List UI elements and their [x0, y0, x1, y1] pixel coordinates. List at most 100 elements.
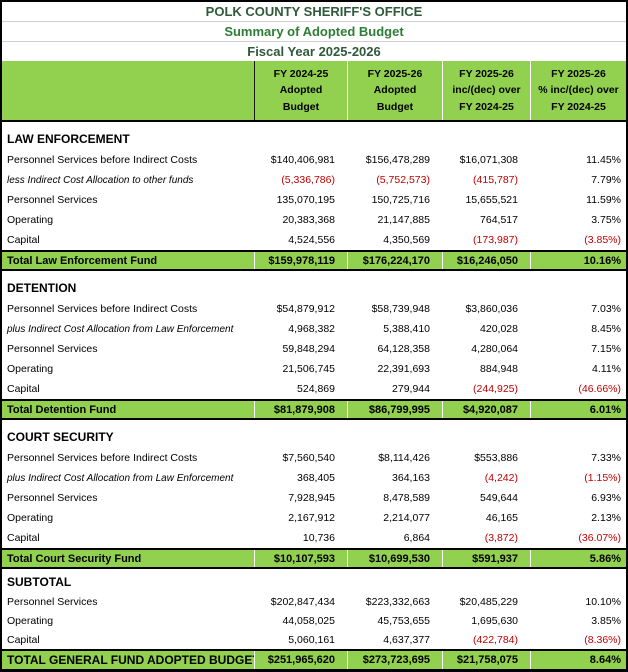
- fy2526-value: 4,350,569: [383, 234, 430, 246]
- fy2425-value: $202,847,434: [270, 595, 335, 608]
- table-row: Personnel Services 7,928,945 8,478,589 5…: [2, 488, 626, 508]
- section-title-detention: DETENTION: [7, 281, 77, 295]
- fy2425-value: 2,167,912: [288, 512, 335, 524]
- fy2526-value: $58,739,948: [371, 303, 430, 315]
- fy2526-value: 364,163: [392, 472, 430, 484]
- column-header-fy2425-adopted: FY 2024-25 Adopted Budget: [254, 61, 347, 120]
- table-row: less Indirect Cost Allocation to other f…: [2, 170, 626, 190]
- row-label: Operating: [7, 363, 54, 375]
- pct-value: 7.15%: [591, 343, 621, 355]
- table-row: Capital 4,524,556 4,350,569 (173,987) (3…: [2, 230, 626, 250]
- pct-value: (8.36%): [584, 633, 621, 646]
- fy2526-value: 8,478,589: [383, 492, 430, 504]
- fy2425-value: $140,406,981: [270, 154, 335, 166]
- incdec-value: 4,280,064: [471, 343, 518, 355]
- row-label: Operating: [7, 512, 54, 524]
- row-label: less Indirect Cost Allocation to other f…: [7, 174, 194, 186]
- table-row: Personnel Services before Indirect Costs…: [2, 150, 626, 170]
- incdec-total: $21,758,075: [442, 651, 530, 669]
- pct-value: 2.13%: [591, 512, 621, 524]
- fy2425-value: $7,560,540: [282, 452, 335, 464]
- fy2425-value: 59,848,294: [282, 343, 335, 355]
- pct-value: 7.79%: [591, 174, 621, 186]
- incdec-value: (415,787): [473, 174, 518, 186]
- pct-value: 10.10%: [585, 595, 621, 608]
- table-row: Operating 44,058,025 45,753,655 1,695,63…: [2, 611, 626, 630]
- pct-value: 8.45%: [591, 323, 621, 335]
- column-header-pct-incdec: FY 2025-26 % inc/(dec) over FY 2024-25: [530, 61, 626, 120]
- pct-total: 8.64%: [530, 651, 626, 669]
- row-label: plus Indirect Cost Allocation from Law E…: [7, 472, 234, 484]
- fy2526-total: $86,799,995: [347, 401, 442, 418]
- pct-value: 6.93%: [591, 492, 621, 504]
- fy2526-value: $8,114,426: [378, 452, 430, 464]
- total-label: Total Law Enforcement Fund: [7, 254, 158, 267]
- document-title: POLK COUNTY SHERIFF'S OFFICE: [2, 2, 626, 22]
- fy2526-total: $273,723,695: [347, 651, 442, 669]
- column-header-incdec: FY 2025-26 inc/(dec) over FY 2024-25: [442, 61, 530, 120]
- pct-value: 3.85%: [591, 614, 621, 627]
- incdec-value: $20,485,229: [459, 595, 518, 608]
- pct-value: 11.59%: [586, 194, 621, 206]
- fy2425-value: 368,405: [297, 472, 335, 484]
- pct-value: 4.11%: [592, 363, 621, 375]
- table-row: Personnel Services 59,848,294 64,128,358…: [2, 339, 626, 359]
- incdec-value: 884,948: [480, 363, 518, 375]
- table-row: Operating 2,167,912 2,214,077 46,165 2.1…: [2, 508, 626, 528]
- row-label: Personnel Services: [7, 595, 98, 608]
- total-row-general-fund: TOTAL GENERAL FUND ADOPTED BUDGET $251,9…: [2, 649, 626, 670]
- fy2526-total: $10,699,530: [347, 550, 442, 567]
- total-label: Total Court Security Fund: [7, 552, 142, 565]
- fy2425-total: $251,965,620: [254, 651, 347, 669]
- fy2425-value: 524,869: [297, 383, 335, 395]
- fy2526-value: 279,944: [392, 383, 430, 395]
- incdec-total: $591,937: [442, 550, 530, 567]
- column-header-fy2526-adopted: FY 2025-26 Adopted Budget: [347, 61, 442, 120]
- pct-value: 11.45%: [586, 154, 621, 166]
- incdec-total: $16,246,050: [442, 252, 530, 269]
- incdec-value: 549,644: [480, 492, 518, 504]
- fy2526-value: $156,478,289: [365, 154, 430, 166]
- row-label: Personnel Services: [7, 492, 98, 504]
- table-row: plus Indirect Cost Allocation from Law E…: [2, 468, 626, 488]
- fy2425-value: (5,336,786): [281, 174, 335, 186]
- pct-value: 3.75%: [591, 214, 621, 226]
- incdec-value: 46,165: [485, 512, 518, 524]
- fy2526-value: 4,637,377: [383, 633, 430, 646]
- fy2425-value: 5,060,161: [288, 633, 335, 646]
- table-row: Operating 21,506,745 22,391,693 884,948 …: [2, 359, 626, 379]
- row-label: Operating: [7, 214, 54, 226]
- fy2425-total: $159,978,119: [254, 252, 347, 269]
- incdec-total: $4,920,087: [442, 401, 530, 418]
- row-label: plus Indirect Cost Allocation from Law E…: [7, 323, 234, 335]
- row-label: Personnel Services: [7, 194, 98, 206]
- fy2526-value: 45,753,655: [377, 614, 430, 627]
- row-label: Capital: [7, 532, 40, 544]
- fy2425-value: 21,506,745: [282, 363, 335, 375]
- table-row: Capital 524,869 279,944 (244,925) (46.66…: [2, 379, 626, 399]
- pct-total: 6.01%: [530, 401, 626, 418]
- total-row-court-security: Total Court Security Fund $10,107,593 $1…: [2, 548, 626, 569]
- pct-value: (1.15%): [584, 472, 621, 484]
- row-label: Capital: [7, 633, 40, 646]
- fy2425-total: $10,107,593: [254, 550, 347, 567]
- fy2526-value: 5,388,410: [383, 323, 430, 335]
- section-title-court-security: COURT SECURITY: [7, 430, 114, 444]
- fy2425-value: 4,524,556: [288, 234, 335, 246]
- fy2526-value: 22,391,693: [377, 363, 430, 375]
- incdec-value: 764,517: [480, 214, 518, 226]
- document-subtitle: Summary of Adopted Budget: [2, 22, 626, 42]
- fy2425-value: 44,058,025: [282, 614, 335, 627]
- incdec-value: $553,886: [474, 452, 518, 464]
- incdec-value: (173,987): [473, 234, 518, 246]
- total-row-detention: Total Detention Fund $81,879,908 $86,799…: [2, 399, 626, 420]
- fy2526-value: $223,332,663: [365, 595, 430, 608]
- table-row: Personnel Services 135,070,195 150,725,7…: [2, 190, 626, 210]
- row-label: Personnel Services before Indirect Costs: [7, 303, 198, 315]
- fy2526-value: (5,752,573): [376, 174, 430, 186]
- fy2526-value: 21,147,885: [377, 214, 430, 226]
- incdec-value: 420,028: [480, 323, 518, 335]
- pct-value: (3.85%): [584, 234, 621, 246]
- row-label: Capital: [7, 383, 40, 395]
